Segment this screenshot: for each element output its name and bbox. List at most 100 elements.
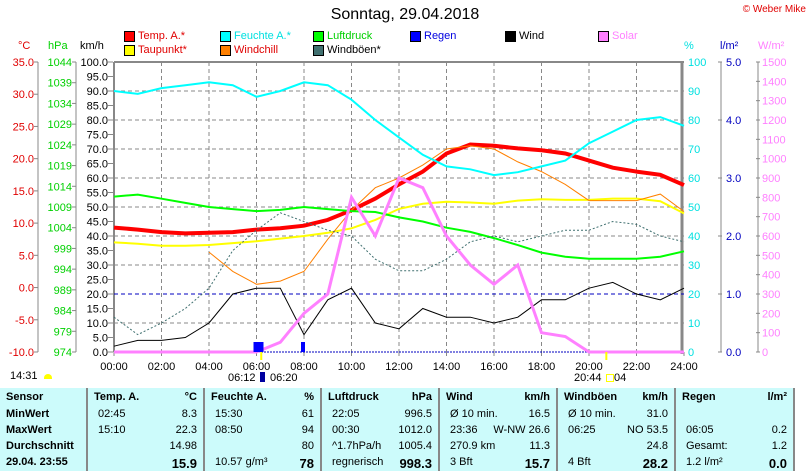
temp-tick-label: 20.0 (13, 154, 34, 166)
row-value: 15.9 (172, 456, 197, 472)
row-label: 23:36 (446, 424, 478, 440)
wind-tick-label: 90.0 (87, 86, 108, 98)
weather-chart: 35.030.025.020.015.010.05.00.0-5.0-10.01… (0, 0, 810, 388)
wind-tick-label: 25.0 (87, 275, 108, 287)
solar-tick-label: 100 (762, 328, 780, 340)
wind-tick-label: 45.0 (87, 217, 108, 229)
moonset-time: 06:20 (270, 372, 298, 384)
header-unit: km/h (524, 391, 550, 407)
table-row: Ø 10 min.16.5 (446, 408, 550, 424)
x-tick-label: 24:00 (670, 361, 698, 373)
row-label: Durchschnitt (6, 440, 74, 456)
row-value: 78 (300, 456, 314, 472)
humidity-tick-label: 80 (688, 115, 700, 127)
table-row: 80 (211, 440, 314, 456)
humidity-tick-label: 100 (688, 57, 706, 69)
x-tick-label: 16:00 (480, 361, 508, 373)
row-label (94, 440, 98, 456)
row-label: Gesamt: (682, 440, 728, 456)
wind-tick-label: 100.0 (80, 57, 108, 69)
table-row: 15:10 22.3 (94, 424, 197, 440)
wind-tick-label: 70.0 (87, 144, 108, 156)
solar-tick-label: 1300 (762, 96, 786, 108)
table-row: MaxWert (6, 424, 80, 440)
humidity-tick-label: 60 (688, 173, 700, 185)
solar-tick-label: 400 (762, 270, 780, 282)
row-label: ^1.7hPa/h (328, 440, 381, 456)
row-label: MaxWert (6, 424, 52, 440)
x-tick-label: 22:00 (623, 361, 651, 373)
row-label (564, 440, 568, 456)
temp-tick-label: 10.0 (13, 218, 34, 230)
humidity-tick-label: 20 (688, 289, 700, 301)
sunrise-time: 06:12 (228, 372, 256, 384)
moonrise-time: 04 (614, 372, 626, 384)
row-value: 14.98 (169, 440, 197, 456)
pressure-tick-label: 1004 (48, 223, 72, 235)
table-row: 1.2 l/m² 0.0 (682, 456, 787, 472)
pressure-tick-label: 1044 (48, 57, 72, 69)
row-label: 15:10 (94, 424, 126, 440)
row-label: Ø 10 min. (446, 408, 498, 424)
temp-tick-label: 35.0 (13, 57, 34, 69)
row-label: 06:25 (564, 424, 596, 440)
x-tick-label: 14:00 (433, 361, 461, 373)
wind-tick-label: 55.0 (87, 188, 108, 200)
table-row: 15.9 (94, 456, 197, 472)
row-value: 24.8 (647, 440, 668, 456)
wind-tick-label: 15.0 (87, 304, 108, 316)
row-label: 15:30 (211, 408, 243, 424)
table-header: Feuchte A.% (211, 391, 314, 407)
solar-tick-label: 200 (762, 308, 780, 320)
wind-tick-label: 80.0 (87, 115, 108, 127)
row-value: 22.3 (176, 424, 197, 440)
row-label: 08:50 (211, 424, 243, 440)
wind-tick-label: 35.0 (87, 246, 108, 258)
row-label: 10.57 g/m³ (211, 456, 268, 472)
wind-tick-label: 50.0 (87, 202, 108, 214)
row-value: 0.0 (769, 456, 787, 472)
row-label (682, 408, 686, 424)
row-value: 80 (302, 440, 314, 456)
temp-tick-label: 25.0 (13, 121, 34, 133)
temp-tick-label: -5.0 (15, 315, 34, 327)
header-unit: % (304, 391, 314, 407)
wind-tick-label: 10.0 (87, 318, 108, 330)
pressure-tick-label: 989 (54, 285, 72, 297)
table-row: 10.57 g/m³ 78 (211, 456, 314, 472)
humidity-tick-label: 90 (688, 86, 700, 98)
row-label: 1.2 l/m² (682, 456, 723, 472)
sunset-time: 20:44 (574, 372, 602, 384)
row-value: 28.2 (643, 456, 668, 472)
row-value: 31.0 (647, 408, 668, 424)
header-label: Feuchte A. (211, 391, 267, 407)
solar-tick-label: 600 (762, 231, 780, 243)
row-value: 998.3 (399, 456, 432, 472)
wind-tick-label: 85.0 (87, 101, 108, 113)
pressure-tick-label: 1034 (48, 98, 72, 110)
x-tick-label: 18:00 (528, 361, 556, 373)
sun-icon (44, 374, 52, 379)
rain-tick-label: 5.0 (726, 57, 741, 69)
row-label: 3 Bft (446, 456, 473, 472)
table-row: 29.04. 23:55 (6, 456, 80, 472)
header-label: Windböen (564, 391, 617, 407)
wind-tick-label: 20.0 (87, 289, 108, 301)
solar-tick-label: 1000 (762, 154, 786, 166)
temp-tick-label: 30.0 (13, 89, 34, 101)
x-tick-label: 00:00 (100, 361, 128, 373)
row-label (94, 456, 98, 472)
